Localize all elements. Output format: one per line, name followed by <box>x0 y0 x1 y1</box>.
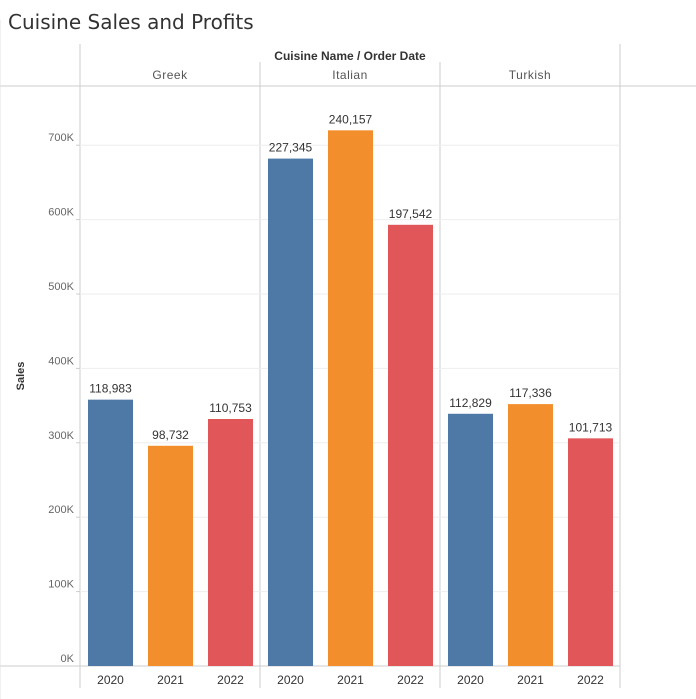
data-label: 197,542 <box>389 207 433 221</box>
bar[interactable] <box>568 438 613 666</box>
data-label: 240,157 <box>329 112 373 126</box>
bar[interactable] <box>508 404 553 666</box>
x-tick-label: 2020 <box>97 673 124 687</box>
bar[interactable] <box>268 158 313 667</box>
x-tick-label: 2021 <box>337 673 364 687</box>
x-tick-label: 2020 <box>277 673 304 687</box>
category-label: Turkish <box>509 68 551 82</box>
x-tick-label: 2021 <box>517 673 544 687</box>
y-tick-label: 200K <box>48 504 74 516</box>
y-tick-label: 700K <box>48 132 74 144</box>
bar[interactable] <box>208 418 253 666</box>
chart-title: Cuisine Sales and Profits <box>8 10 254 34</box>
data-label: 98,732 <box>152 428 189 442</box>
data-label: 110,753 <box>209 401 252 415</box>
y-tick-label: 500K <box>48 281 74 293</box>
y-tick-label: 400K <box>48 355 74 367</box>
y-axis-label: Sales <box>15 362 27 391</box>
category-label: Greek <box>152 68 188 82</box>
bar[interactable] <box>148 445 193 666</box>
y-tick-label: 0K <box>61 653 75 665</box>
y-tick-label: 100K <box>48 579 74 591</box>
y-tick-label: 600K <box>48 207 74 219</box>
x-tick-label: 2022 <box>217 673 244 687</box>
x-tick-label: 2021 <box>157 673 184 687</box>
x-tick-label: 2020 <box>457 673 484 687</box>
y-tick-label: 300K <box>48 430 74 442</box>
data-label: 101,713 <box>569 420 613 434</box>
data-label: 117,336 <box>509 386 552 400</box>
category-label: Italian <box>332 68 368 82</box>
bar[interactable] <box>448 413 493 666</box>
bar[interactable] <box>88 399 133 666</box>
x-tick-label: 2022 <box>577 673 604 687</box>
column-header: Cuisine Name / Order Date <box>274 49 426 63</box>
data-label: 227,345 <box>269 141 313 155</box>
x-tick-label: 2022 <box>397 673 424 687</box>
data-label: 118,983 <box>89 382 132 396</box>
data-label: 112,829 <box>449 396 492 410</box>
bar[interactable] <box>388 224 433 667</box>
bar[interactable] <box>328 130 373 666</box>
